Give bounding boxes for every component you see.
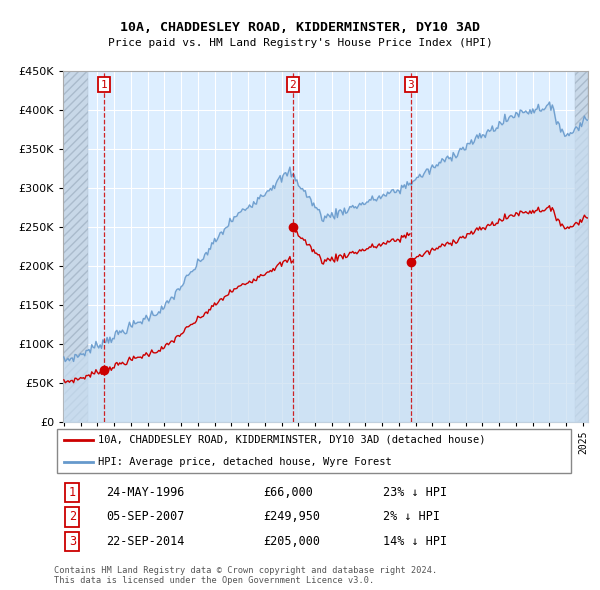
- Text: 05-SEP-2007: 05-SEP-2007: [106, 510, 185, 523]
- Text: £249,950: £249,950: [263, 510, 320, 523]
- Text: £66,000: £66,000: [263, 486, 313, 499]
- Text: 2: 2: [69, 510, 76, 523]
- FancyBboxPatch shape: [56, 428, 571, 473]
- Text: Contains HM Land Registry data © Crown copyright and database right 2024.
This d: Contains HM Land Registry data © Crown c…: [54, 566, 437, 585]
- Text: 23% ↓ HPI: 23% ↓ HPI: [383, 486, 447, 499]
- Text: 3: 3: [69, 535, 76, 548]
- Text: 24-MAY-1996: 24-MAY-1996: [106, 486, 185, 499]
- Text: 2: 2: [290, 80, 296, 90]
- Text: 10A, CHADDESLEY ROAD, KIDDERMINSTER, DY10 3AD (detached house): 10A, CHADDESLEY ROAD, KIDDERMINSTER, DY1…: [98, 435, 486, 445]
- Text: HPI: Average price, detached house, Wyre Forest: HPI: Average price, detached house, Wyre…: [98, 457, 392, 467]
- Bar: [63, 71, 88, 422]
- Bar: [575, 71, 588, 422]
- Text: 22-SEP-2014: 22-SEP-2014: [106, 535, 185, 548]
- Text: £205,000: £205,000: [263, 535, 320, 548]
- Text: 3: 3: [407, 80, 414, 90]
- Text: 1: 1: [100, 80, 107, 90]
- Text: 10A, CHADDESLEY ROAD, KIDDERMINSTER, DY10 3AD: 10A, CHADDESLEY ROAD, KIDDERMINSTER, DY1…: [120, 21, 480, 34]
- Text: 1: 1: [69, 486, 76, 499]
- Text: 14% ↓ HPI: 14% ↓ HPI: [383, 535, 447, 548]
- Text: 2% ↓ HPI: 2% ↓ HPI: [383, 510, 440, 523]
- Text: Price paid vs. HM Land Registry's House Price Index (HPI): Price paid vs. HM Land Registry's House …: [107, 38, 493, 48]
